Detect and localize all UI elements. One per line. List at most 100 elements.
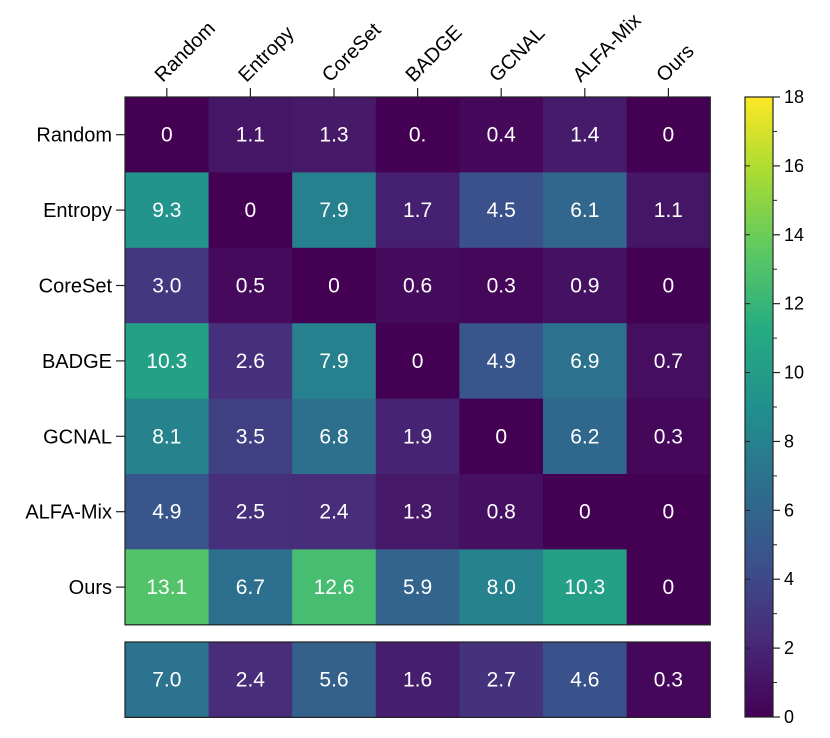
x-tick-label: ALFA-Mix bbox=[569, 10, 646, 87]
summary-value-label: 2.4 bbox=[236, 669, 266, 692]
matrix-grid: 0 1.1 1.3 0. 0.4 1.4 0 9.3 0 7.9 1.7 4.5 6.1 1.1 3.0 0.… bbox=[124, 96, 711, 626]
heatmap-cell bbox=[626, 97, 711, 173]
summary-cell bbox=[375, 642, 460, 718]
summary-value-label: 7.0 bbox=[152, 669, 181, 692]
cell-value-label: 1.1 bbox=[236, 124, 265, 147]
cell-value-label: 8.0 bbox=[487, 576, 516, 599]
y-tick-label: Ours bbox=[69, 577, 112, 599]
cell-value-label: 0 bbox=[579, 501, 591, 524]
heatmap-cell bbox=[208, 549, 293, 626]
heatmap-cell bbox=[375, 172, 460, 249]
heatmap-cell bbox=[626, 474, 711, 550]
colorbar-tick-label: 2 bbox=[784, 638, 794, 658]
colorbar-tick-label: 6 bbox=[784, 500, 794, 520]
heatmap-cell bbox=[626, 172, 711, 249]
heatmap-cell bbox=[543, 97, 628, 173]
summary-value-label: 1.6 bbox=[403, 669, 432, 692]
y-tick-label: GCNAL bbox=[43, 426, 112, 448]
cell-value-label: 0 bbox=[663, 275, 675, 298]
cell-value-label: 0. bbox=[409, 124, 427, 147]
summary-value-label: 5.6 bbox=[319, 669, 348, 692]
cell-value-label: 0 bbox=[328, 275, 340, 298]
heatmap-cell bbox=[208, 172, 293, 249]
heatmap-cell bbox=[292, 398, 377, 475]
summary-cell bbox=[292, 642, 377, 718]
heatmap-cell bbox=[292, 97, 377, 173]
colorbar: 0 2 4 6 8 10 12 14 16 18 bbox=[744, 87, 804, 727]
cell-value-label: 0.3 bbox=[654, 425, 683, 448]
heatmap-cell bbox=[292, 172, 377, 249]
cell-value-label: 0 bbox=[412, 350, 424, 373]
cell-value-label: 1.3 bbox=[403, 501, 432, 524]
heatmap-cell bbox=[125, 247, 210, 324]
colorbar-tick-label: 10 bbox=[784, 363, 804, 383]
heatmap-cell bbox=[292, 323, 377, 400]
heatmap-cell bbox=[375, 398, 460, 475]
summary-cell bbox=[543, 642, 628, 718]
heatmap-cell bbox=[626, 247, 711, 324]
heatmap-cell bbox=[208, 474, 293, 550]
cell-value-label: 0 bbox=[245, 199, 257, 222]
heatmap-cell bbox=[375, 97, 460, 173]
heatmap-cell bbox=[125, 549, 210, 626]
heatmap-cell bbox=[459, 172, 544, 249]
heatmap-cell bbox=[375, 549, 460, 626]
cell-value-label: 6.9 bbox=[570, 350, 599, 373]
x-tick-label: BADGE bbox=[402, 21, 467, 86]
colorbar-tick-label: 18 bbox=[784, 87, 804, 107]
heatmap-cell bbox=[375, 474, 460, 550]
cell-value-label: 8.1 bbox=[152, 425, 181, 448]
heatmap-cell bbox=[125, 323, 210, 400]
heatmap-cell bbox=[125, 398, 210, 475]
cell-value-label: 0.4 bbox=[487, 124, 517, 147]
cell-value-label: 1.9 bbox=[403, 425, 432, 448]
heatmap-cell bbox=[459, 549, 544, 626]
summary-cell bbox=[459, 642, 544, 718]
summary-border bbox=[124, 641, 711, 719]
cell-value-label: 0.9 bbox=[570, 275, 599, 298]
cell-value-label: 6.8 bbox=[319, 425, 348, 448]
heatmap-cell bbox=[375, 323, 460, 400]
cell-value-label: 2.6 bbox=[236, 350, 265, 373]
heatmap-cell bbox=[208, 323, 293, 400]
cell-value-label: 6.1 bbox=[570, 199, 599, 222]
cell-value-label: 4.5 bbox=[487, 199, 516, 222]
y-tick-label: Random bbox=[36, 125, 112, 147]
y-tick-label: Entropy bbox=[43, 200, 112, 222]
cell-value-label: 0.7 bbox=[654, 350, 683, 373]
cell-value-label: 1.4 bbox=[570, 124, 600, 147]
cell-value-label: 4.9 bbox=[487, 350, 516, 373]
cell-value-label: 1.1 bbox=[654, 199, 683, 222]
cell-value-label: 12.6 bbox=[314, 576, 355, 599]
heatmap-cell bbox=[125, 172, 210, 249]
summary-value-label: 2.7 bbox=[487, 669, 516, 692]
cell-value-label: 6.2 bbox=[570, 425, 599, 448]
cell-value-label: 6.7 bbox=[236, 576, 265, 599]
cell-value-label: 0 bbox=[161, 124, 173, 147]
heatmap-cell bbox=[125, 474, 210, 550]
cell-value-label: 9.3 bbox=[152, 199, 181, 222]
heatmap-cell bbox=[543, 247, 628, 324]
heatmap-cell bbox=[626, 549, 711, 626]
cell-value-label: 0 bbox=[663, 576, 675, 599]
cell-value-label: 4.9 bbox=[152, 501, 181, 524]
heatmap-cell bbox=[292, 549, 377, 626]
y-tick-label: CoreSet bbox=[39, 276, 113, 298]
heatmap-cell bbox=[543, 398, 628, 475]
heatmap-cell bbox=[292, 247, 377, 324]
summary-value-label: 4.6 bbox=[570, 669, 599, 692]
colorbar-gradient bbox=[744, 96, 774, 718]
cell-value-label: 7.9 bbox=[319, 350, 348, 373]
cell-value-label: 5.9 bbox=[403, 576, 432, 599]
colorbar-tick-label: 8 bbox=[784, 431, 794, 451]
cell-value-label: 0 bbox=[663, 124, 675, 147]
heatmap-cell bbox=[459, 323, 544, 400]
x-tick-label: Random bbox=[151, 18, 220, 87]
colorbar-tick-label: 4 bbox=[784, 569, 794, 589]
cell-value-label: 10.3 bbox=[146, 350, 187, 373]
cell-value-label: 0 bbox=[663, 501, 675, 524]
heatmap-cell bbox=[459, 97, 544, 173]
heatmap-cell bbox=[292, 474, 377, 550]
cell-value-label: 0.3 bbox=[487, 275, 516, 298]
